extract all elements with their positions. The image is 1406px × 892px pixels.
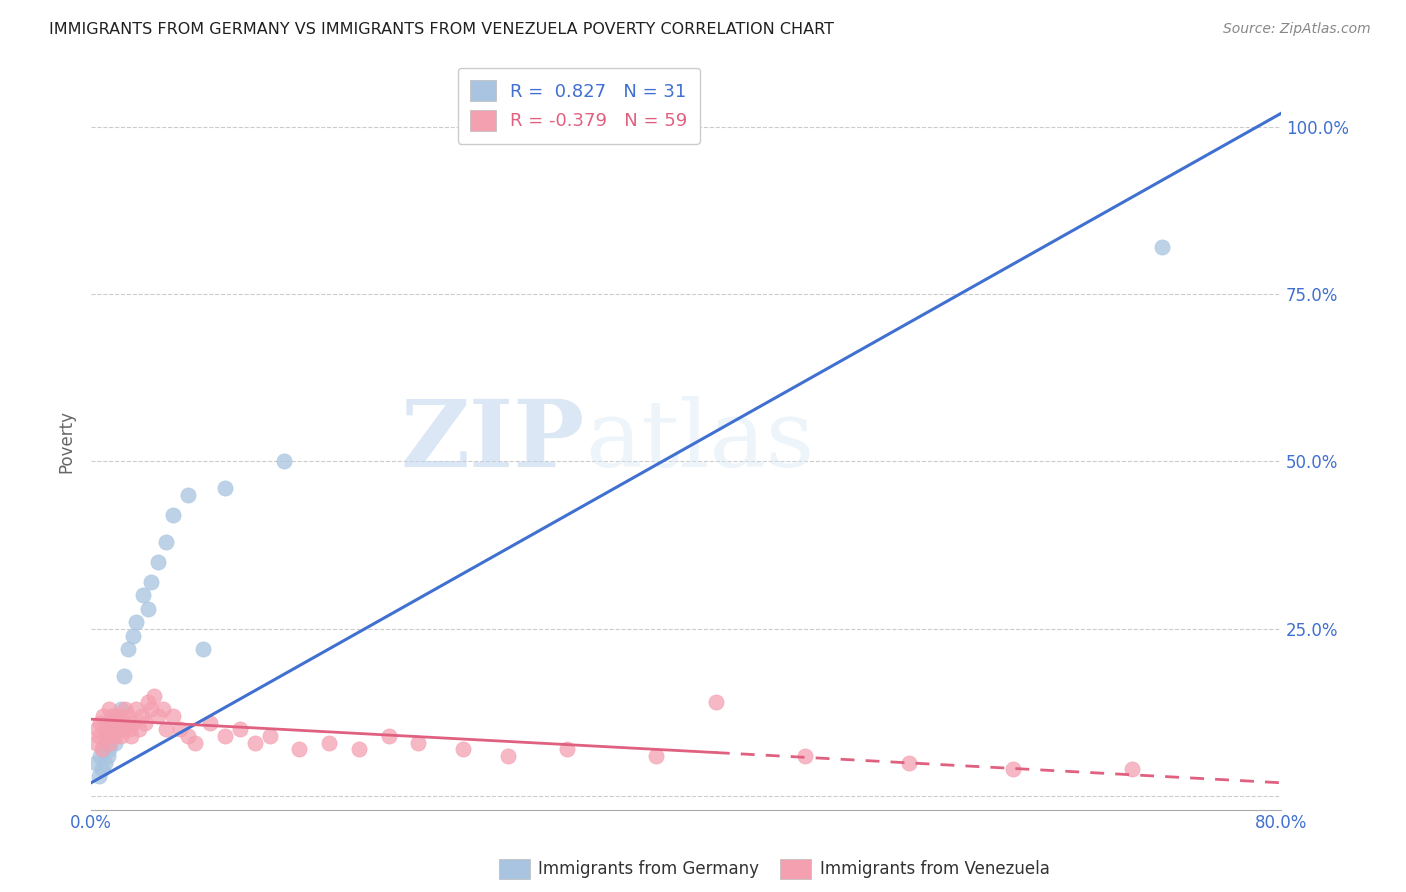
Point xyxy=(87,729,110,743)
Point xyxy=(91,708,114,723)
Text: atlas: atlas xyxy=(585,396,814,486)
Point xyxy=(408,736,430,750)
Text: Immigrants from Venezuela: Immigrants from Venezuela xyxy=(820,860,1049,878)
Point xyxy=(96,749,118,764)
Point xyxy=(162,708,184,723)
Point xyxy=(128,723,150,737)
Point xyxy=(90,763,112,777)
Point xyxy=(117,708,139,723)
Text: Immigrants from Germany: Immigrants from Germany xyxy=(538,860,759,878)
Point xyxy=(1002,763,1025,777)
Point xyxy=(318,736,340,750)
Point xyxy=(146,708,169,723)
Point xyxy=(162,508,184,522)
Point xyxy=(98,742,121,756)
Point xyxy=(1121,763,1143,777)
Point xyxy=(104,729,127,743)
Point xyxy=(117,641,139,656)
Y-axis label: Poverty: Poverty xyxy=(58,410,75,473)
Point xyxy=(139,702,162,716)
Point xyxy=(110,729,132,743)
Text: IMMIGRANTS FROM GERMANY VS IMMIGRANTS FROM VENEZUELA POVERTY CORRELATION CHART: IMMIGRANTS FROM GERMANY VS IMMIGRANTS FR… xyxy=(49,22,834,37)
Point xyxy=(139,574,162,589)
Point xyxy=(288,742,311,756)
Point xyxy=(101,708,124,723)
Point xyxy=(177,729,200,743)
Point xyxy=(103,715,125,730)
Point xyxy=(105,708,128,723)
Point xyxy=(100,729,122,743)
Point xyxy=(898,756,921,770)
Point xyxy=(184,736,207,750)
Point xyxy=(118,723,141,737)
Point xyxy=(91,742,114,756)
Point xyxy=(84,736,107,750)
Point xyxy=(134,715,156,730)
Point xyxy=(100,736,122,750)
Point xyxy=(229,723,252,737)
Point xyxy=(93,723,115,737)
Point xyxy=(169,723,191,737)
Point xyxy=(110,702,132,716)
Point xyxy=(177,488,200,502)
Point xyxy=(94,729,117,743)
Point xyxy=(136,601,159,615)
Point xyxy=(89,749,111,764)
Point xyxy=(136,695,159,709)
Point xyxy=(214,481,236,495)
Point xyxy=(108,708,131,723)
Point xyxy=(87,769,110,783)
Point xyxy=(191,641,214,656)
Point xyxy=(496,749,519,764)
Point xyxy=(146,555,169,569)
Point xyxy=(104,736,127,750)
Point xyxy=(273,454,295,468)
Point xyxy=(98,702,121,716)
Point xyxy=(645,749,668,764)
Point xyxy=(86,723,108,737)
Point xyxy=(243,736,266,750)
Point xyxy=(142,689,165,703)
Point xyxy=(704,695,727,709)
Point xyxy=(152,702,174,716)
Point xyxy=(121,628,143,642)
Point xyxy=(451,742,474,756)
Point xyxy=(794,749,817,764)
Legend: R =  0.827   N = 31, R = -0.379   N = 59: R = 0.827 N = 31, R = -0.379 N = 59 xyxy=(458,68,700,144)
Point xyxy=(347,742,370,756)
Point xyxy=(155,723,177,737)
Point xyxy=(115,715,138,730)
Point xyxy=(89,715,111,730)
Point xyxy=(94,736,117,750)
Point xyxy=(155,534,177,549)
Point xyxy=(125,615,148,629)
Point xyxy=(131,708,153,723)
Point xyxy=(96,715,118,730)
Point xyxy=(84,756,107,770)
Point xyxy=(198,715,221,730)
Point xyxy=(90,742,112,756)
Point xyxy=(132,588,155,602)
Point xyxy=(125,702,148,716)
Text: Source: ZipAtlas.com: Source: ZipAtlas.com xyxy=(1223,22,1371,37)
Point xyxy=(111,715,134,730)
Point xyxy=(103,723,125,737)
Point xyxy=(555,742,578,756)
Point xyxy=(214,729,236,743)
Point xyxy=(93,756,115,770)
Point xyxy=(259,729,281,743)
Point xyxy=(112,723,135,737)
Point xyxy=(112,668,135,682)
Point xyxy=(120,729,142,743)
Point xyxy=(107,723,129,737)
Point xyxy=(101,723,124,737)
Point xyxy=(1150,240,1173,254)
Point xyxy=(114,702,136,716)
Text: ZIP: ZIP xyxy=(401,396,585,486)
Point xyxy=(377,729,399,743)
Point xyxy=(121,715,143,730)
Point xyxy=(105,715,128,730)
Point xyxy=(107,723,129,737)
